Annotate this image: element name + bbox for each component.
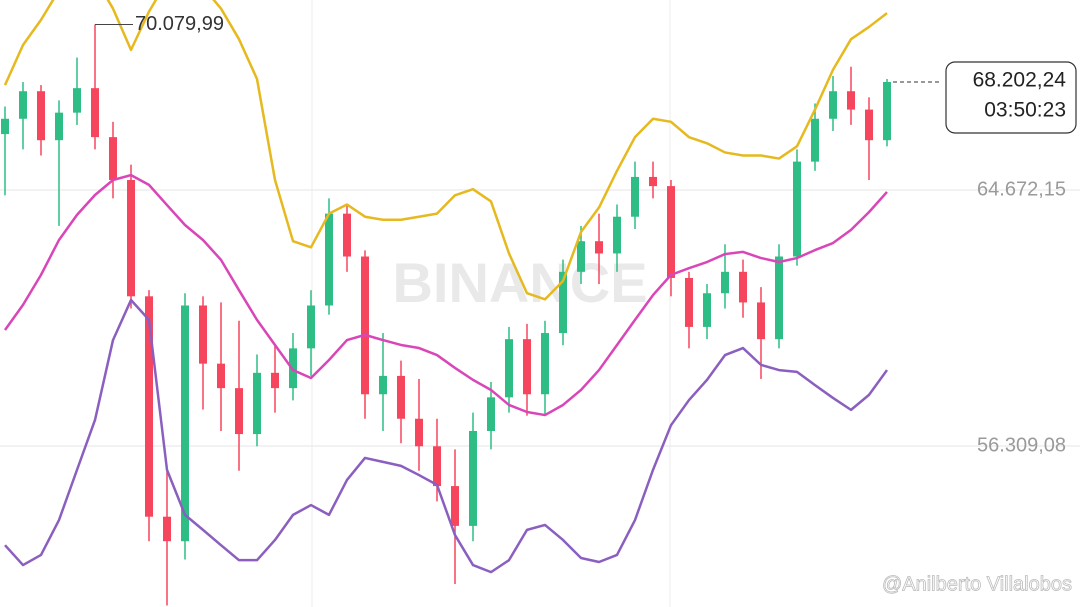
- candle-body: [19, 91, 27, 119]
- candle-body: [217, 363, 225, 389]
- candle-body: [415, 418, 423, 447]
- candle-body: [55, 112, 63, 141]
- candle-body: [595, 241, 603, 254]
- watermark: BINANCE: [392, 251, 647, 314]
- bollinger-band: [3, 173, 888, 417]
- price-label: 68.202,24: [973, 69, 1067, 92]
- candle-body: [559, 271, 567, 334]
- candle-body: [865, 109, 873, 141]
- bollinger-band: [4, 298, 889, 574]
- candle-body: [505, 339, 513, 398]
- candle-body: [469, 430, 477, 526]
- candle-body: [613, 216, 621, 254]
- high-label: 70.079,99: [135, 13, 224, 35]
- candle-body: [883, 81, 891, 141]
- bollinger-band: [3, 0, 888, 301]
- candle-body: [487, 397, 495, 431]
- candle-body: [325, 213, 333, 306]
- candle-body: [397, 375, 405, 419]
- candle-body: [775, 256, 783, 340]
- price-box: [945, 61, 1077, 134]
- candle-body: [829, 91, 837, 119]
- candle-body: [253, 372, 261, 435]
- candle-body: [685, 277, 693, 327]
- credit: @Anilberto Villalobos: [882, 573, 1072, 595]
- y-tick-label: 56.309,08: [977, 434, 1066, 456]
- candle-body: [541, 333, 549, 395]
- candle-body: [127, 179, 135, 297]
- candle-body: [91, 88, 99, 138]
- candle-body: [631, 176, 639, 217]
- candle-body: [307, 305, 315, 349]
- candle-body: [199, 305, 207, 364]
- candle-body: [361, 256, 369, 395]
- candle-body: [379, 375, 387, 395]
- candle-body: [37, 91, 45, 141]
- candle-body: [343, 213, 351, 257]
- candle-body: [73, 88, 81, 113]
- candle-body: [109, 137, 117, 180]
- candle-body: [739, 271, 747, 303]
- candle-body: [451, 486, 459, 526]
- candle-body: [433, 446, 441, 487]
- candle-body: [847, 91, 855, 110]
- candle-body: [235, 388, 243, 435]
- countdown: 03:50:23: [984, 99, 1066, 122]
- candle-body: [577, 241, 585, 272]
- candle-body: [703, 293, 711, 327]
- candle-body: [181, 305, 189, 542]
- candle-body: [793, 161, 801, 257]
- candle-body: [649, 176, 657, 187]
- y-tick-label: 64.672,15: [977, 178, 1066, 200]
- candle-body: [721, 271, 729, 294]
- candle-body: [811, 118, 819, 162]
- candle-body: [145, 296, 153, 517]
- candle-body: [1, 118, 9, 135]
- candle-body: [271, 372, 279, 389]
- candle-body: [523, 339, 531, 395]
- candle-body: [163, 516, 171, 542]
- candle-body: [667, 186, 675, 278]
- candle-body: [757, 302, 765, 340]
